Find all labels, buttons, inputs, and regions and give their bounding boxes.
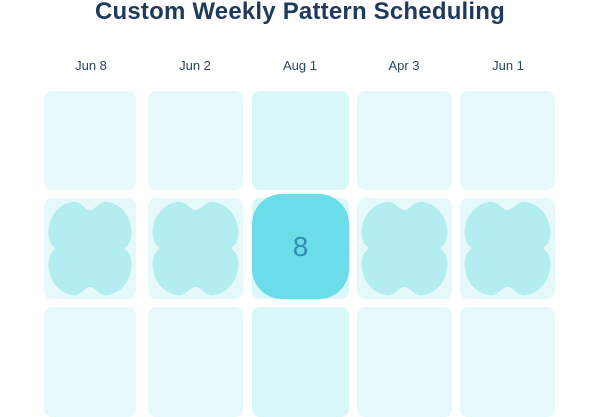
column-header-5: Jun 1: [492, 58, 524, 73]
schedule-cell[interactable]: [44, 307, 136, 417]
schedule-grid: 8: [44, 91, 555, 417]
selected-day-badge[interactable]: 8: [252, 194, 349, 299]
schedule-cell[interactable]: [460, 307, 555, 417]
schedule-cell[interactable]: [148, 198, 243, 299]
column-headers: Jun 8 Jun 2 Aug 1 Apr 3 Jun 1: [0, 58, 600, 78]
schedule-cell[interactable]: [148, 91, 243, 190]
pattern-blob-icon: [152, 201, 239, 296]
column-header-1: Jun 8: [75, 58, 107, 73]
pattern-blob-icon: [48, 201, 132, 296]
column-header-2: Jun 2: [179, 58, 211, 73]
schedule-cell[interactable]: [44, 198, 136, 299]
schedule-cell-selected[interactable]: 8: [252, 194, 349, 299]
schedule-cell[interactable]: [357, 91, 452, 190]
column-header-3: Aug 1: [283, 58, 317, 73]
pattern-blob-icon: [464, 201, 551, 296]
schedule-cell[interactable]: [148, 307, 243, 417]
schedule-cell[interactable]: [460, 198, 555, 299]
pattern-blob-icon: [361, 201, 448, 296]
schedule-cell[interactable]: [357, 307, 452, 417]
schedule-cell[interactable]: [357, 198, 452, 299]
column-header-4: Apr 3: [388, 58, 420, 73]
schedule-cell[interactable]: [460, 91, 555, 190]
schedule-cell[interactable]: [252, 307, 349, 417]
schedule-cell[interactable]: [252, 91, 349, 190]
page-title: Custom Weekly Pattern Scheduling: [94, 0, 506, 25]
schedule-cell[interactable]: [44, 91, 136, 190]
selected-day-value: 8: [292, 230, 309, 262]
